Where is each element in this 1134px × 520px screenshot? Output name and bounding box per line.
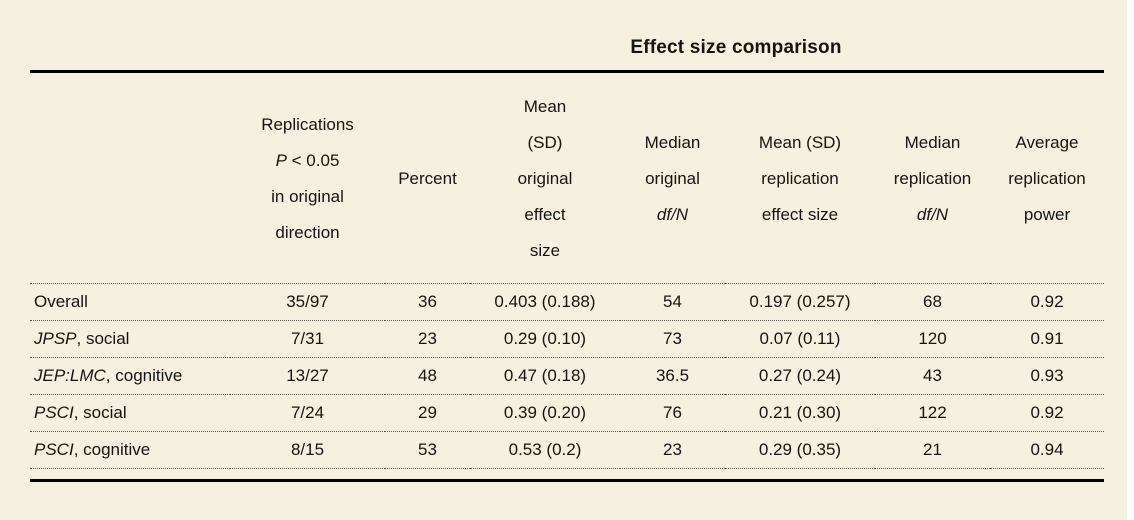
table-cell: 0.92 (1030, 403, 1064, 422)
table-header: Replications P < 0.05 in original direct… (30, 73, 1104, 284)
row-label-text: , cognitive (105, 366, 183, 385)
col-header-median-replication: Median replication df/N (875, 73, 990, 284)
table-cell: 122 (918, 403, 947, 422)
effect-size-table: Replications P < 0.05 in original direct… (30, 73, 1104, 469)
table-cell: 120 (918, 329, 947, 348)
table-cell: 7/24 (290, 403, 325, 422)
col-header-empty (30, 73, 230, 284)
header-line: Replications (261, 115, 354, 134)
table-cell: 0.53 (0.2) (508, 440, 582, 459)
row-label: JPSP, social (30, 321, 230, 358)
table-cell: 73 (663, 329, 682, 348)
table-title: Effect size comparison (630, 37, 842, 58)
table-cell: 0.91 (1030, 329, 1064, 348)
header-line: effect (524, 205, 566, 224)
table-cell: 0.27 (0.24) (758, 366, 842, 385)
header-line: replication (893, 169, 972, 188)
col-header-mean-replication: Mean (SD) replication effect size (725, 73, 875, 284)
header-line: < 0.05 (286, 151, 340, 170)
col-header-percent: Percent (385, 73, 470, 284)
col-header-replications: Replications P < 0.05 in original direct… (230, 73, 385, 284)
table-row: PSCI, social 7/24 29 0.39 (0.20) 76 0.21 (0.3… (30, 395, 1104, 432)
row-label-journal: JPSP (34, 329, 77, 348)
header-line: Mean (SD) (758, 133, 842, 152)
header-dfn-italic: df/N (916, 205, 949, 224)
table-row: Overall 35/97 36 0.403 (0.188) 54 0.197 (0.25… (30, 284, 1104, 321)
table-cell: 7/31 (290, 329, 325, 348)
header-line: (SD) (527, 133, 563, 152)
row-label: PSCI, cognitive (30, 432, 230, 469)
bottom-rule (30, 479, 1104, 482)
table-container: Effect size comparison Replications P < … (30, 0, 1104, 482)
row-label-journal: PSCI (34, 440, 74, 459)
table-body: Overall 35/97 36 0.403 (0.188) 54 0.197 (0.25… (30, 284, 1104, 469)
table-cell: 76 (663, 403, 682, 422)
row-label: PSCI, social (30, 395, 230, 432)
table-cell: 13/27 (286, 366, 329, 385)
header-line: effect size (761, 205, 839, 224)
table-cell: 36.5 (655, 366, 690, 385)
table-cell: 8/15 (290, 440, 325, 459)
header-line: Mean (523, 97, 567, 116)
header-dfn-italic: df/N (656, 205, 689, 224)
header-line: original (517, 169, 573, 188)
table-row: JPSP, social 7/31 23 0.29 (0.10) 73 0.07 (0.1… (30, 321, 1104, 358)
table-cell: 36 (418, 292, 437, 311)
table-cell: 0.47 (0.18) (503, 366, 587, 385)
row-label-text: Overall (34, 292, 88, 311)
table-cell: 35/97 (286, 292, 329, 311)
table-cell: 0.93 (1030, 366, 1064, 385)
table-cell: 23 (418, 329, 437, 348)
header-line: Percent (398, 169, 457, 188)
table-cell: 29 (418, 403, 437, 422)
col-header-mean-original: Mean (SD) original effect size (470, 73, 620, 284)
top-rule (30, 70, 1104, 73)
table-cell: 21 (923, 440, 942, 459)
header-line: replication (761, 169, 839, 188)
table-cell: 54 (663, 292, 682, 311)
table-cell: 0.197 (0.257) (749, 292, 851, 311)
table-cell: 0.29 (0.10) (503, 329, 587, 348)
col-header-average-power: Average replication power (990, 73, 1104, 284)
table-cell: 48 (418, 366, 437, 385)
row-label-journal: JEP:LMC (34, 366, 106, 385)
row-label-text: , cognitive (73, 440, 151, 459)
row-label-text: , social (73, 403, 127, 422)
header-line: in original (271, 187, 344, 206)
table-row: PSCI, cognitive 8/15 53 0.53 (0.2) 23 0.29 (0… (30, 432, 1104, 469)
header-p-italic: P (275, 151, 287, 170)
header-line: size (529, 241, 561, 260)
header-row: Replications P < 0.05 in original direct… (30, 73, 1104, 284)
header-line: Median (904, 133, 961, 152)
page-edge (1127, 0, 1134, 520)
row-label: Overall (30, 284, 230, 321)
header-line: original (645, 169, 700, 188)
header-line: Median (644, 133, 701, 152)
table-cell: 0.403 (0.188) (494, 292, 596, 311)
table-row: JEP:LMC, cognitive 13/27 48 0.47 (0.18) 36.5… (30, 358, 1104, 395)
header-line: direction (275, 223, 340, 242)
header-line: replication (1008, 169, 1086, 188)
header-line: power (1023, 205, 1071, 224)
table-cell: 53 (418, 440, 437, 459)
table-cell: 0.29 (0.35) (758, 440, 842, 459)
table-cell: 23 (663, 440, 682, 459)
title-band: Effect size comparison (30, 0, 1104, 70)
row-label-text: , social (76, 329, 130, 348)
row-label: JEP:LMC, cognitive (30, 358, 230, 395)
header-line: Average (1015, 133, 1079, 152)
table-cell: 0.92 (1030, 292, 1064, 311)
table-cell: 43 (923, 366, 942, 385)
table-cell: 0.21 (0.30) (758, 403, 842, 422)
table-cell: 0.39 (0.20) (503, 403, 587, 422)
row-label-journal: PSCI (34, 403, 74, 422)
table-cell: 0.07 (0.11) (759, 329, 841, 348)
table-cell: 68 (923, 292, 942, 311)
table-cell: 0.94 (1030, 440, 1064, 459)
col-header-median-original: Median original df/N (620, 73, 725, 284)
